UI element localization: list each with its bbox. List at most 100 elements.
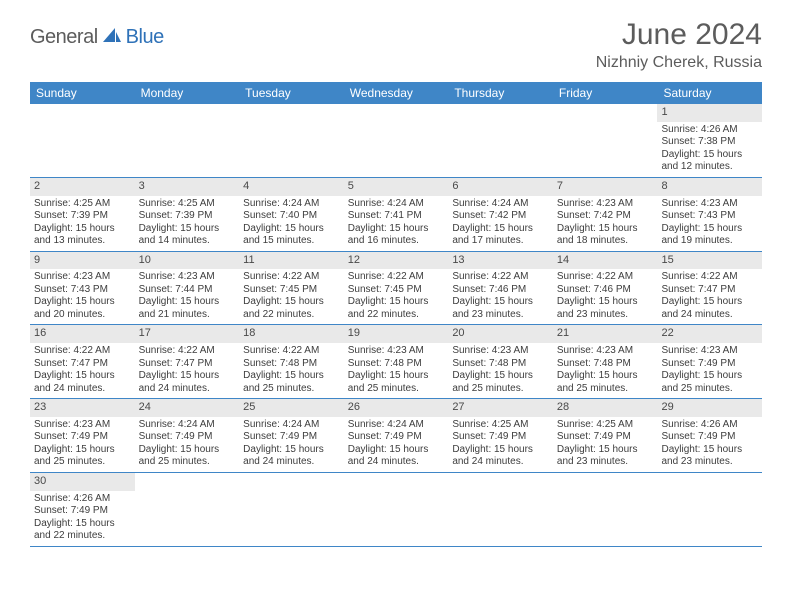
calendar-cell: 11Sunrise: 4:22 AMSunset: 7:45 PMDayligh…: [239, 252, 344, 325]
daylight-line2: and 24 minutes.: [661, 309, 758, 322]
calendar-cell: 19Sunrise: 4:23 AMSunset: 7:48 PMDayligh…: [344, 325, 449, 398]
sunset-line: Sunset: 7:47 PM: [661, 284, 758, 297]
sunrise-line: Sunrise: 4:24 AM: [243, 198, 340, 211]
sunrise-line: Sunrise: 4:24 AM: [243, 419, 340, 432]
daylight-line2: and 13 minutes.: [34, 235, 131, 248]
calendar-cell: 23Sunrise: 4:23 AMSunset: 7:49 PMDayligh…: [30, 399, 135, 472]
day-number: [344, 104, 449, 122]
daylight-line2: and 12 minutes.: [661, 161, 758, 174]
calendar-cell: 1 Sunrise: 4:26 AMSunset: 7:38 PMDaylight…: [657, 104, 762, 177]
daylight-line: Daylight: 15 hours: [348, 223, 445, 236]
cell-text: Sunrise: 4:24 AMSunset: 7:40 PMDaylight:…: [239, 198, 344, 251]
calendar-cell: [344, 104, 449, 177]
calendar-cell: 25Sunrise: 4:24 AMSunset: 7:49 PMDayligh…: [239, 399, 344, 472]
daylight-line2: and 24 minutes.: [452, 456, 549, 469]
calendar-cell: 17Sunrise: 4:22 AMSunset: 7:47 PMDayligh…: [135, 325, 240, 398]
sunset-line: Sunset: 7:47 PM: [34, 358, 131, 371]
cell-text: Sunrise: 4:22 AMSunset: 7:46 PMDaylight:…: [448, 271, 553, 324]
calendar-cell: 8 Sunrise: 4:23 AMSunset: 7:43 PMDaylight…: [657, 178, 762, 251]
day-number: 22: [657, 325, 762, 343]
daylight-line: Daylight: 15 hours: [34, 444, 131, 457]
daylight-line2: and 25 minutes.: [452, 383, 549, 396]
sunrise-line: Sunrise: 4:26 AM: [661, 419, 758, 432]
calendar-cell: [553, 104, 658, 177]
calendar-cell: 7 Sunrise: 4:23 AMSunset: 7:42 PMDaylight…: [553, 178, 658, 251]
daylight-line2: and 23 minutes.: [557, 456, 654, 469]
cell-text: Sunrise: 4:26 AMSunset: 7:38 PMDaylight:…: [657, 124, 762, 177]
day-number: 4: [239, 178, 344, 196]
calendar-row: 16Sunrise: 4:22 AMSunset: 7:47 PMDayligh…: [30, 325, 762, 399]
sunrise-line: Sunrise: 4:22 AM: [452, 271, 549, 284]
daylight-line: Daylight: 15 hours: [243, 296, 340, 309]
daylight-line: Daylight: 15 hours: [34, 296, 131, 309]
cell-text: Sunrise: 4:24 AMSunset: 7:49 PMDaylight:…: [135, 419, 240, 472]
day-number: 18: [239, 325, 344, 343]
calendar-cell: [135, 473, 240, 546]
calendar-cell: 13Sunrise: 4:22 AMSunset: 7:46 PMDayligh…: [448, 252, 553, 325]
sunrise-line: Sunrise: 4:23 AM: [661, 198, 758, 211]
sunrise-line: Sunrise: 4:23 AM: [557, 198, 654, 211]
calendar-cell: 24Sunrise: 4:24 AMSunset: 7:49 PMDayligh…: [135, 399, 240, 472]
daylight-line: Daylight: 15 hours: [557, 223, 654, 236]
cell-text: Sunrise: 4:22 AMSunset: 7:47 PMDaylight:…: [135, 345, 240, 398]
sunset-line: Sunset: 7:41 PM: [348, 210, 445, 223]
calendar-cell: [448, 473, 553, 546]
daylight-line: Daylight: 15 hours: [661, 223, 758, 236]
sunset-line: Sunset: 7:45 PM: [348, 284, 445, 297]
day-number: 6: [448, 178, 553, 196]
daylight-line2: and 25 minutes.: [557, 383, 654, 396]
sunrise-line: Sunrise: 4:24 AM: [348, 198, 445, 211]
daylight-line: Daylight: 15 hours: [139, 370, 236, 383]
daylight-line2: and 17 minutes.: [452, 235, 549, 248]
calendar-row: 9Sunrise: 4:23 AMSunset: 7:43 PMDaylight…: [30, 252, 762, 326]
sunrise-line: Sunrise: 4:23 AM: [557, 345, 654, 358]
daylight-line2: and 18 minutes.: [557, 235, 654, 248]
day-number: [239, 473, 344, 491]
cell-text: Sunrise: 4:23 AMSunset: 7:49 PMDaylight:…: [30, 419, 135, 472]
cell-text: Sunrise: 4:22 AMSunset: 7:47 PMDaylight:…: [30, 345, 135, 398]
daylight-line2: and 20 minutes.: [34, 309, 131, 322]
daylight-line: Daylight: 15 hours: [661, 149, 758, 162]
calendar-cell: [553, 473, 658, 546]
day-number: 8: [657, 178, 762, 196]
sunrise-line: Sunrise: 4:23 AM: [348, 345, 445, 358]
sunrise-line: Sunrise: 4:26 AM: [34, 493, 131, 506]
calendar-cell: 20Sunrise: 4:23 AMSunset: 7:48 PMDayligh…: [448, 325, 553, 398]
sunrise-line: Sunrise: 4:25 AM: [34, 198, 131, 211]
daylight-line2: and 24 minutes.: [243, 456, 340, 469]
title-block: June 2024 Nizhniy Cherek, Russia: [596, 18, 762, 72]
sunset-line: Sunset: 7:42 PM: [557, 210, 654, 223]
daylight-line2: and 24 minutes.: [34, 383, 131, 396]
sunset-line: Sunset: 7:43 PM: [661, 210, 758, 223]
day-number: 26: [344, 399, 449, 417]
day-number: 27: [448, 399, 553, 417]
calendar-cell: 9Sunrise: 4:23 AMSunset: 7:43 PMDaylight…: [30, 252, 135, 325]
calendar-row: 1 Sunrise: 4:26 AMSunset: 7:38 PMDaylight…: [30, 104, 762, 178]
day-header: Thursday: [448, 82, 553, 104]
daylight-line: Daylight: 15 hours: [34, 223, 131, 236]
daylight-line2: and 24 minutes.: [139, 383, 236, 396]
page-title: June 2024: [596, 18, 762, 52]
sunrise-line: Sunrise: 4:23 AM: [34, 271, 131, 284]
daylight-line: Daylight: 15 hours: [557, 444, 654, 457]
sunset-line: Sunset: 7:39 PM: [139, 210, 236, 223]
sunrise-line: Sunrise: 4:22 AM: [348, 271, 445, 284]
calendar-row: 30Sunrise: 4:26 AMSunset: 7:49 PMDayligh…: [30, 473, 762, 547]
calendar-cell: 15Sunrise: 4:22 AMSunset: 7:47 PMDayligh…: [657, 252, 762, 325]
cell-text: Sunrise: 4:24 AMSunset: 7:42 PMDaylight:…: [448, 198, 553, 251]
cell-text: Sunrise: 4:22 AMSunset: 7:46 PMDaylight:…: [553, 271, 658, 324]
daylight-line2: and 23 minutes.: [661, 456, 758, 469]
daylight-line2: and 22 minutes.: [243, 309, 340, 322]
calendar-cell: 3Sunrise: 4:25 AMSunset: 7:39 PMDaylight…: [135, 178, 240, 251]
daylight-line: Daylight: 15 hours: [348, 370, 445, 383]
daylight-line: Daylight: 15 hours: [243, 223, 340, 236]
calendar-cell: 27Sunrise: 4:25 AMSunset: 7:49 PMDayligh…: [448, 399, 553, 472]
sunset-line: Sunset: 7:43 PM: [34, 284, 131, 297]
sunrise-line: Sunrise: 4:22 AM: [139, 345, 236, 358]
day-number: 1: [657, 104, 762, 122]
day-number: 16: [30, 325, 135, 343]
day-number: 7: [553, 178, 658, 196]
daylight-line: Daylight: 15 hours: [139, 444, 236, 457]
sunset-line: Sunset: 7:49 PM: [139, 431, 236, 444]
calendar-row: 23Sunrise: 4:23 AMSunset: 7:49 PMDayligh…: [30, 399, 762, 473]
